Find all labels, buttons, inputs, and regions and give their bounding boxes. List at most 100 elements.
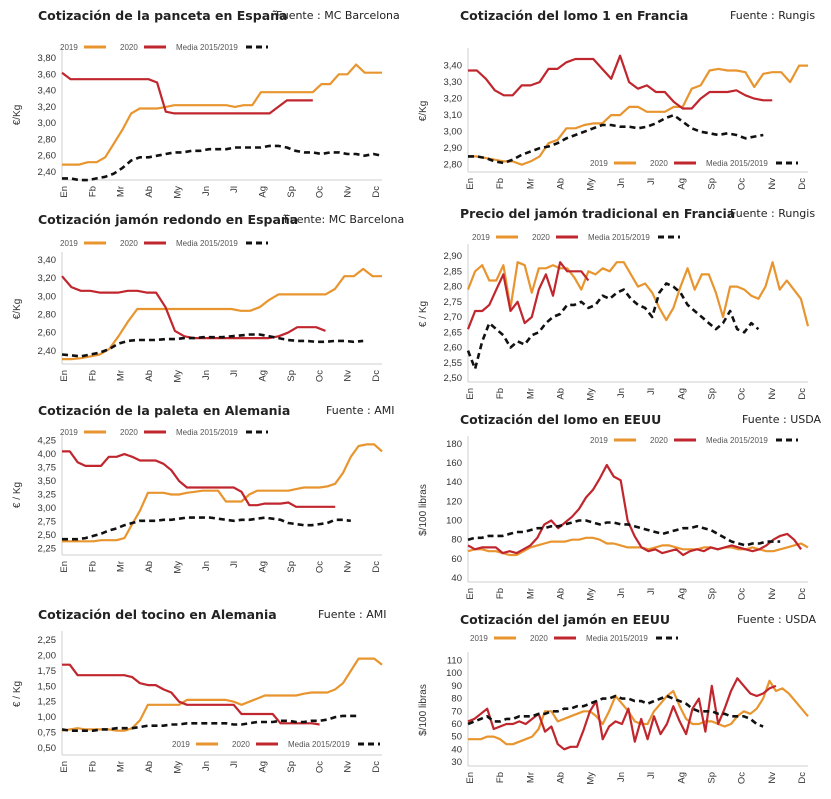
x-tick-label: Jl	[646, 772, 657, 779]
y-axis-label: €/Kg	[418, 101, 429, 122]
chart-title: Cotización del lomo 1 en Francia	[460, 8, 689, 23]
legend-label-avg: Media 2015/2019	[288, 740, 350, 749]
series-line-y2020	[62, 663, 320, 726]
x-tick-label: Sp	[286, 761, 297, 773]
legend-label-y2019: 2019	[590, 159, 608, 168]
x-tick-label: Ag	[676, 388, 687, 400]
x-tick-label: En	[465, 772, 476, 784]
x-tick-label: Jl	[646, 178, 657, 185]
x-tick-label: Dc	[371, 186, 382, 198]
y-tick-label: 1,50	[38, 681, 57, 692]
y-tick-label: 3,10	[444, 110, 463, 121]
x-tick-label: Fb	[87, 186, 98, 197]
y-tick-label: 1,75	[38, 666, 57, 677]
y-tick-label: 0,75	[38, 728, 57, 739]
x-tick-label: Jn	[201, 761, 212, 771]
series-line-y2019	[468, 679, 809, 746]
x-tick-label: Dc	[797, 588, 808, 600]
x-tick-label: Oc	[314, 761, 325, 773]
y-tick-label: 3,30	[444, 77, 463, 88]
y-tick-label: 3,75	[38, 463, 57, 474]
chart-svg: 2,40 2,60 2,80 3,00 3,20 3,40 3,60 3,80 €/Kg En Fb…	[12, 43, 383, 199]
x-tick-label: Fb	[87, 561, 98, 572]
x-tick-label: Oc	[737, 588, 748, 600]
x-tick-label: Ag	[258, 561, 269, 573]
series-line-y2019	[467, 536, 809, 557]
x-tick-label: Oc	[737, 178, 748, 190]
series-line-y2019	[62, 63, 382, 166]
chart-source: Fuente : Rungis	[730, 9, 816, 22]
y-tick-label: 3,20	[38, 273, 57, 284]
legend-label-y2020: 2020	[530, 634, 548, 643]
x-tick-label: My	[172, 370, 183, 383]
x-tick-label: Nv	[343, 761, 354, 773]
x-tick-label: Jn	[616, 772, 627, 782]
y-tick-label: 3,40	[38, 255, 57, 266]
x-tick-label: Ag	[676, 772, 687, 784]
x-tick-label: Jl	[229, 561, 240, 568]
x-tick-label: Nv	[767, 388, 778, 400]
x-tick-label: Nv	[343, 186, 354, 198]
legend-label-y2020: 2020	[650, 159, 668, 168]
legend-label-avg: Media 2015/2019	[176, 43, 238, 52]
x-tick-label: Oc	[737, 388, 748, 400]
y-tick-label: 2,25	[38, 635, 57, 646]
x-tick-label: Sp	[706, 178, 717, 190]
y-tick-label: 60	[451, 719, 462, 730]
x-tick-label: Sp	[706, 588, 717, 600]
x-tick-label: Jn	[201, 186, 212, 196]
series-line-avg	[468, 113, 764, 165]
series-line-y2020	[468, 54, 773, 110]
series-line-y2020	[467, 677, 777, 751]
x-tick-label: Ab	[144, 761, 155, 773]
chart-svg: 40 60 80 100 120 140 160 180 $/100 libras En Fb Mr A…	[418, 436, 809, 601]
y-tick-label: 3,40	[444, 61, 463, 72]
x-tick-label: Fb	[87, 761, 98, 772]
series-line-y2020	[61, 275, 326, 340]
chart-source: Fuente : USDA	[742, 413, 822, 426]
chart-title: Cotización del lomo en EEUU	[460, 412, 662, 427]
legend-label-y2020: 2020	[232, 740, 250, 749]
x-tick-label: En	[59, 370, 70, 382]
x-tick-label: En	[59, 186, 70, 198]
x-tick-label: En	[465, 178, 476, 190]
y-tick-label: 180	[446, 439, 462, 450]
y-tick-label: 100	[446, 668, 462, 679]
chart-panel-jamon-eeuu: Cotización del jamón en EEUU Fuente : US…	[412, 612, 822, 799]
y-tick-label: 40	[451, 744, 462, 755]
chart-svg: 0,50 0,75 1,00 1,25 1,50 1,75 2,00 2,25 € / Kg En…	[12, 631, 383, 774]
x-tick-label: Dc	[371, 370, 382, 382]
legend-label-y2019: 2019	[60, 43, 78, 52]
x-tick-label: Sp	[706, 388, 717, 400]
y-tick-label: 3,20	[444, 94, 463, 105]
x-tick-label: Ab	[144, 186, 155, 198]
series-line-y2019	[61, 657, 383, 732]
y-tick-label: 4,00	[38, 449, 57, 460]
x-tick-label: Mr	[525, 772, 536, 783]
x-tick-label: Ag	[258, 370, 269, 382]
y-tick-label: 0,50	[38, 743, 57, 754]
series-line-y2020	[467, 463, 802, 557]
x-tick-label: Nv	[343, 561, 354, 573]
y-tick-label: 2,40	[38, 167, 57, 178]
series-line-avg	[467, 519, 781, 547]
y-tick-label: 2,85	[444, 266, 463, 277]
x-tick-label: Mr	[116, 761, 127, 772]
x-tick-label: Sp	[286, 370, 297, 382]
y-tick-label: 110	[447, 656, 462, 667]
legend-label-y2019: 2019	[172, 740, 190, 749]
series-line-avg	[466, 282, 760, 371]
y-tick-label: 160	[446, 458, 462, 469]
chart-panel-lomo-eeuu: Cotización del lomo en EEUU Fuente : USD…	[412, 412, 822, 601]
y-tick-label: 2,50	[38, 530, 57, 541]
y-tick-label: 2,75	[38, 516, 57, 527]
y-axis-label: $/100 libras	[418, 684, 429, 736]
chart-source: Fuente : AMI	[318, 608, 387, 621]
x-tick-label: Ab	[556, 772, 567, 784]
y-tick-label: 60	[451, 554, 462, 565]
y-tick-label: 2,70	[444, 312, 463, 323]
x-tick-label: Jn	[201, 561, 212, 571]
x-tick-label: Fb	[87, 370, 98, 381]
chart-panel-lomo-francia: Cotización del lomo 1 en Francia Fuente …	[412, 8, 822, 198]
legend-label-avg: Media 2015/2019	[706, 159, 768, 168]
